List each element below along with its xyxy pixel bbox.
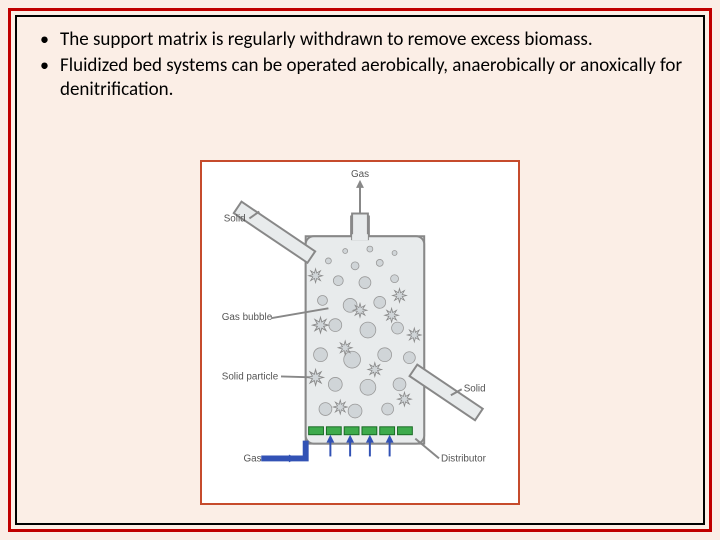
gas-in-pipe xyxy=(261,441,305,459)
reactor-svg: Gas xyxy=(202,162,518,503)
solid-particle-label: Solid particle xyxy=(222,371,279,382)
solid-in-pipe xyxy=(234,202,315,263)
solid-in-label: Solid xyxy=(224,213,246,224)
distributor-leader xyxy=(415,439,439,459)
gas-out-arrow-head xyxy=(356,180,364,188)
bullet-item: The support matrix is regularly withdraw… xyxy=(40,28,695,52)
bullet-item: Fluidized bed systems can be operated ae… xyxy=(40,54,695,102)
reactor-figure: Gas xyxy=(200,160,520,505)
slide-content: The support matrix is regularly withdraw… xyxy=(30,28,695,103)
bullet-list: The support matrix is regularly withdraw… xyxy=(30,28,695,101)
gas-top-label: Gas xyxy=(351,169,369,180)
gas-in-label: Gas xyxy=(243,453,261,464)
distributor-label: Distributor xyxy=(441,453,487,464)
reactor-neck-join xyxy=(352,234,368,240)
gas-bubble-label: Gas bubble xyxy=(222,312,273,323)
solid-out-label: Solid xyxy=(464,383,486,394)
